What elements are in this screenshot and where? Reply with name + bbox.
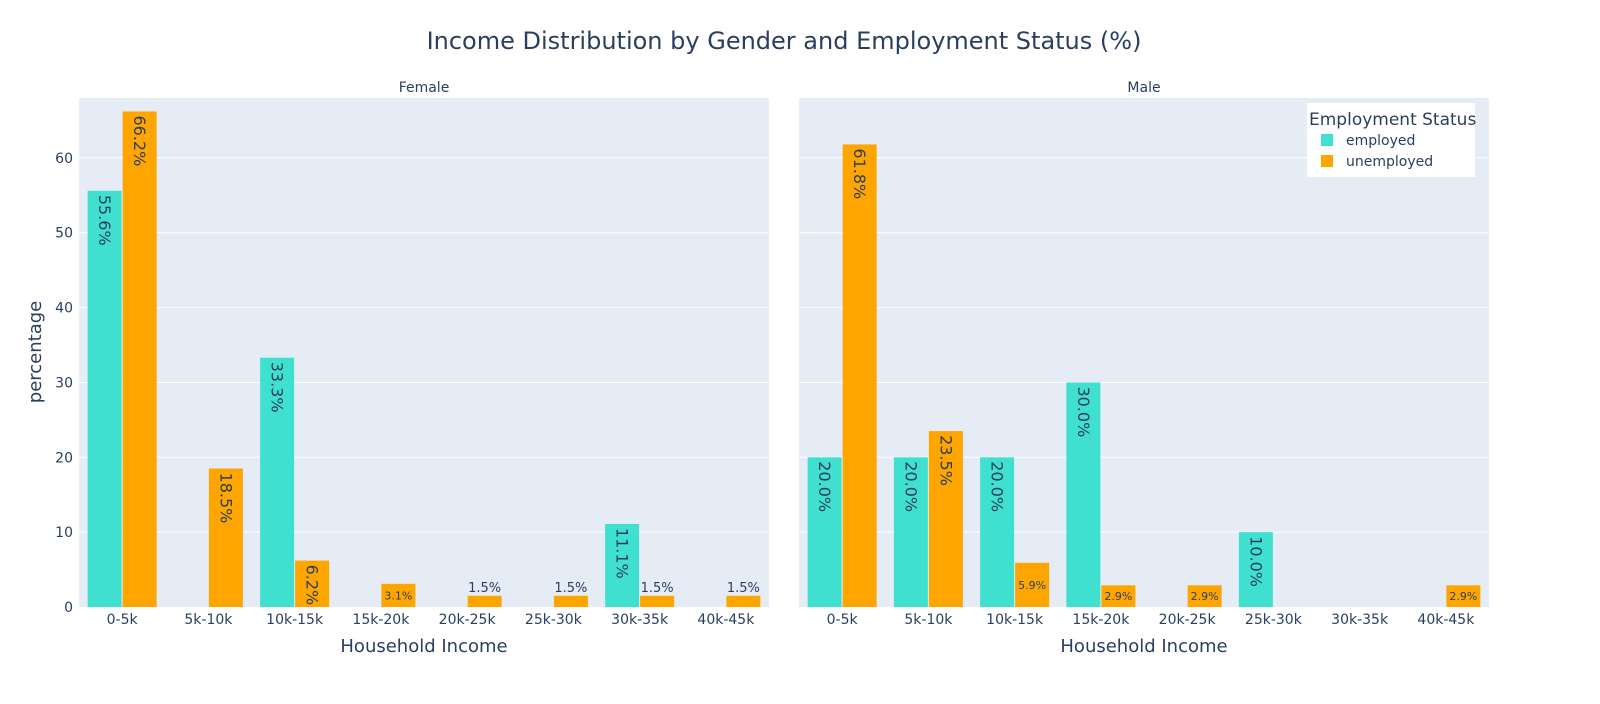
bar-male-unemployed — [1446, 585, 1481, 607]
y-axis-label: percentage — [25, 301, 46, 403]
bar-male-employed — [1238, 532, 1273, 607]
data-label: 66.2% — [130, 115, 149, 166]
data-label: 61.8% — [850, 148, 869, 199]
y-tick-label: 30 — [55, 375, 73, 391]
bar-female-unemployed — [208, 468, 243, 607]
y-tick-label: 60 — [55, 151, 73, 167]
data-label: 10.0% — [1246, 536, 1265, 587]
bar-female-unemployed — [553, 595, 588, 607]
legend-swatch-employed — [1321, 134, 1333, 146]
y-tick-label: 20 — [55, 450, 73, 466]
legend-title: Employment Status — [1309, 110, 1476, 130]
panel-title-female: Female — [399, 80, 450, 96]
data-label: 20.0% — [815, 461, 834, 512]
x-tick-label: 15k-20k — [1072, 612, 1130, 628]
x-tick-label: 0-5k — [827, 612, 859, 628]
y-tick-label: 50 — [55, 226, 73, 242]
x-axis-label-female: Household Income — [340, 636, 507, 657]
bar-male-employed — [893, 457, 928, 607]
data-label: 2.9% — [1449, 590, 1477, 603]
data-label: 20.0% — [901, 461, 920, 512]
data-label: 11.1% — [613, 528, 632, 579]
x-tick-label: 20k-25k — [1159, 612, 1217, 628]
x-tick-label: 25k-30k — [1245, 612, 1303, 628]
bar-female-employed — [605, 523, 640, 607]
data-label: 30.0% — [1074, 386, 1093, 437]
bar-male-unemployed — [928, 431, 963, 607]
y-tick-label: 0 — [64, 600, 73, 616]
x-tick-label: 20k-25k — [439, 612, 497, 628]
bar-male-unemployed — [1187, 585, 1222, 607]
x-tick-label: 15k-20k — [352, 612, 410, 628]
data-label: 18.5% — [216, 473, 235, 524]
data-label: 1.5% — [727, 581, 760, 596]
data-label: 2.9% — [1191, 590, 1219, 603]
bar-female-unemployed — [726, 595, 761, 607]
x-tick-label: 25k-30k — [525, 612, 583, 628]
data-label: 20.0% — [988, 461, 1007, 512]
panel-title-male: Male — [1127, 80, 1160, 96]
x-tick-label: 30k-35k — [611, 612, 669, 628]
bar-male-unemployed — [1015, 562, 1050, 607]
legend-box — [1307, 103, 1475, 177]
y-tick-label: 10 — [55, 525, 73, 541]
x-tick-label: 10k-15k — [266, 612, 324, 628]
chart-title: Income Distribution by Gender and Employ… — [427, 27, 1142, 55]
bar-female-unemployed — [295, 560, 330, 607]
data-label: 55.6% — [95, 195, 114, 246]
x-axis-label-male: Household Income — [1060, 636, 1227, 657]
bar-female-unemployed — [122, 111, 157, 608]
x-tick-label: 0-5k — [107, 612, 139, 628]
bar-female-unemployed — [381, 583, 416, 607]
bar-female-unemployed — [640, 595, 675, 607]
bar-male-unemployed — [842, 144, 877, 608]
legend-swatch-unemployed — [1321, 155, 1333, 167]
bar-male-employed — [807, 457, 842, 607]
data-label: 1.5% — [468, 581, 501, 596]
bar-female-employed — [87, 190, 122, 608]
bar-male-unemployed — [1101, 585, 1136, 607]
data-label: 3.1% — [384, 589, 412, 602]
data-label: 33.3% — [268, 362, 287, 413]
bar-female-employed — [260, 357, 295, 607]
y-tick-label: 40 — [55, 301, 73, 317]
x-tick-label: 5k-10k — [904, 612, 953, 628]
plot-area-female — [79, 98, 769, 607]
data-label: 23.5% — [936, 435, 955, 486]
bar-male-employed — [980, 457, 1015, 607]
x-tick-label: 30k-35k — [1331, 612, 1389, 628]
legend-label-unemployed: unemployed — [1346, 154, 1433, 170]
data-label: 1.5% — [554, 581, 587, 596]
x-tick-label: 10k-15k — [986, 612, 1044, 628]
data-label: 2.9% — [1104, 590, 1132, 603]
legend-label-employed: employed — [1346, 133, 1415, 149]
x-tick-label: 5k-10k — [184, 612, 233, 628]
bar-male-employed — [1066, 382, 1101, 607]
data-label: 1.5% — [641, 581, 674, 596]
data-label: 6.2% — [303, 565, 322, 606]
bar-female-unemployed — [467, 595, 502, 607]
x-tick-label: 40k-45k — [697, 612, 755, 628]
x-tick-label: 40k-45k — [1417, 612, 1475, 628]
data-label: 5.9% — [1018, 579, 1046, 592]
